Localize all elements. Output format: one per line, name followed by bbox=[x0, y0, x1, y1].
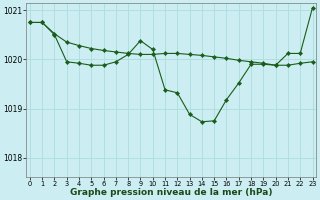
X-axis label: Graphe pression niveau de la mer (hPa): Graphe pression niveau de la mer (hPa) bbox=[70, 188, 272, 197]
